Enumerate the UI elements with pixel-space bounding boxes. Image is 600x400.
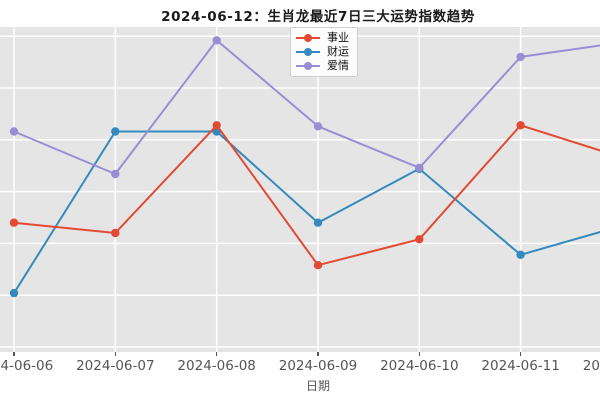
career-data-point	[313, 261, 323, 270]
x-axis-tick-label: 2024-06-11	[481, 358, 560, 374]
x-axis-tick-mark	[13, 352, 15, 356]
plot-area	[0, 27, 600, 352]
wealth-data-point	[313, 218, 323, 227]
legend-item-label: 财运	[327, 45, 349, 58]
wealth-data-point	[9, 288, 19, 298]
love-legend-marker-icon	[296, 62, 320, 70]
x-axis-tick-mark	[418, 352, 421, 356]
x-axis-tick-label: 2024-06-08	[177, 358, 256, 374]
career-legend-marker-icon	[296, 34, 320, 42]
wealth-legend-marker-icon	[296, 48, 320, 56]
love-data-point	[313, 122, 323, 131]
love-data-point	[111, 169, 120, 179]
legend-item-career: 事业	[295, 31, 349, 45]
x-axis-tick-label: 2024-06-07	[76, 358, 155, 374]
x-axis-tick-mark	[114, 352, 117, 356]
career-data-point	[415, 235, 424, 244]
career-data-point	[9, 218, 19, 227]
legend-dot	[304, 48, 312, 56]
fortune-trend-chart	[0, 27, 600, 352]
x-axis-tick-mark	[519, 352, 522, 356]
career-series-line	[13, 124, 600, 267]
x-axis-tick-mark	[317, 352, 319, 356]
career-data-point	[516, 121, 525, 130]
legend-item-wealth: 财运	[295, 45, 349, 59]
love-data-point	[415, 163, 424, 172]
x-axis-title: 日期	[305, 379, 331, 393]
love-data-point	[516, 52, 525, 62]
page-title: 2024-06-12：生肖龙最近7日三大运势指数趋势	[161, 9, 475, 25]
wealth-data-point	[516, 250, 525, 259]
love-data-point	[9, 127, 19, 136]
x-axis-tick-label: 2024-06-06	[0, 358, 54, 374]
legend-item-label: 爱情	[327, 59, 349, 72]
x-axis-tick-label: 2024-06-09	[278, 358, 358, 374]
wealth-data-point	[111, 127, 120, 136]
career-data-point	[111, 228, 120, 238]
x-axis-tick-label: 2024-06-12	[582, 358, 600, 374]
legend-item-love: 爱情	[295, 59, 349, 73]
legend-dot	[304, 62, 312, 70]
wealth-series-line	[13, 130, 600, 294]
x-axis-tick-mark	[215, 352, 218, 356]
legend: 事业 财运 爱情	[290, 27, 358, 77]
x-axis-tick-label: 2024-06-10	[380, 358, 459, 374]
love-data-point	[212, 36, 221, 45]
legend-dot	[304, 34, 312, 42]
career-data-point	[212, 121, 221, 130]
legend-item-label: 事业	[327, 31, 349, 44]
